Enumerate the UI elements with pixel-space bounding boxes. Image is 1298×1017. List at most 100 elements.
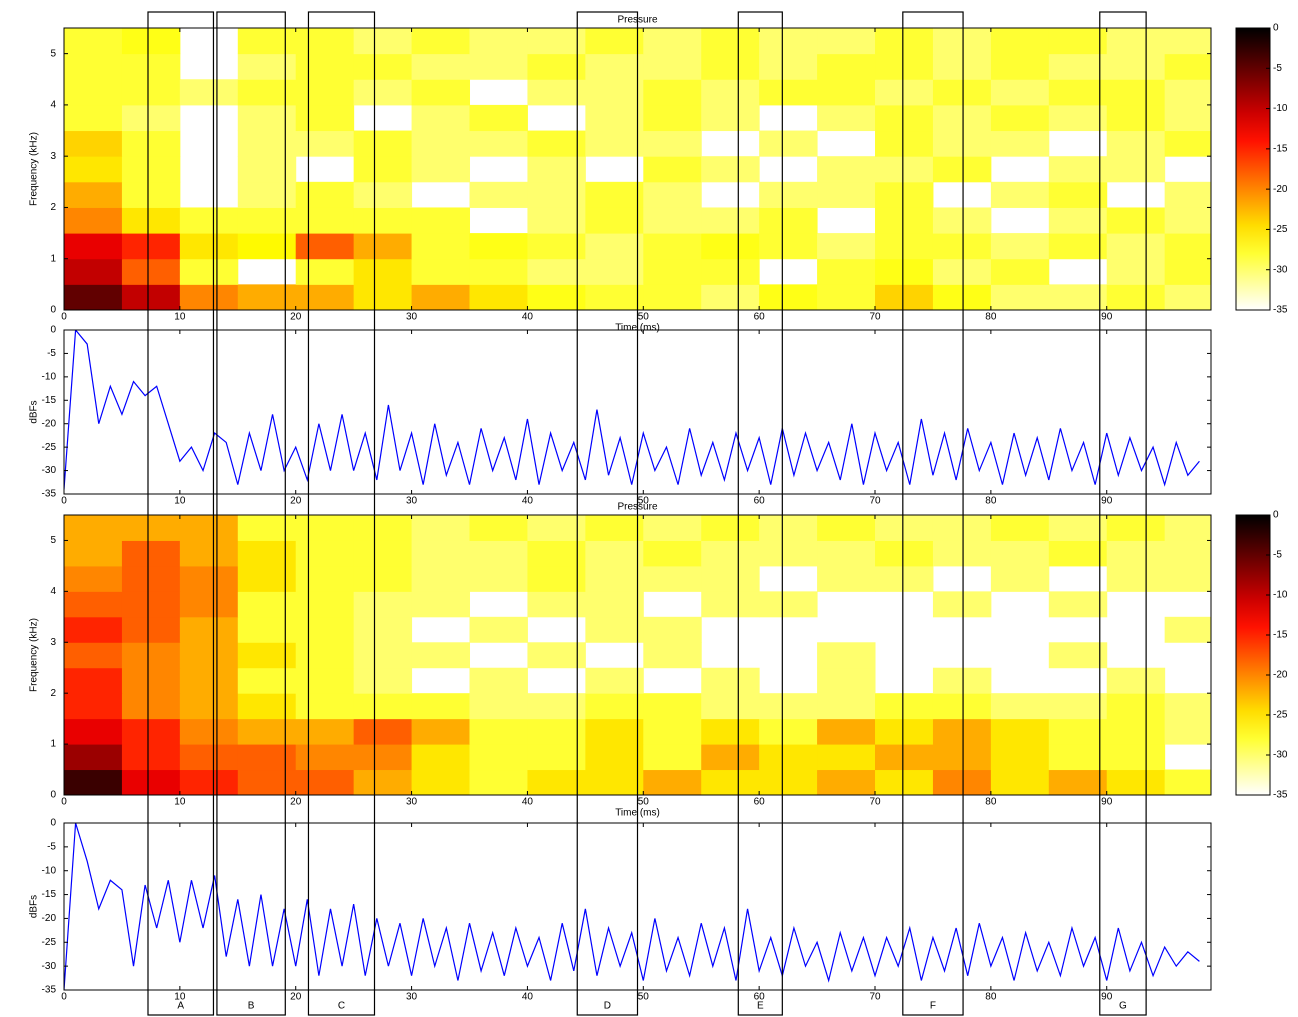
x-tick-label: 80 bbox=[985, 797, 997, 808]
heat-cell bbox=[121, 233, 181, 260]
x-tick-label: 90 bbox=[1101, 496, 1113, 507]
heat-cell bbox=[585, 565, 644, 592]
colorbar-tick-label: 0 bbox=[1273, 23, 1279, 34]
x-tick-label: 50 bbox=[638, 496, 650, 507]
x-tick-label: 90 bbox=[1101, 992, 1113, 1003]
heat-cell bbox=[1164, 28, 1211, 55]
heat-cell bbox=[64, 28, 123, 55]
region-box bbox=[737, 11, 783, 1016]
heat-cell bbox=[585, 744, 644, 771]
y-axis-label: Frequency (kHz) bbox=[29, 618, 40, 692]
heat-cell bbox=[701, 104, 760, 132]
heat-cell bbox=[701, 515, 760, 541]
x-tick-label: 0 bbox=[61, 992, 67, 1003]
heat-cell bbox=[353, 693, 413, 720]
heat-cell bbox=[64, 565, 123, 592]
heat-cell bbox=[875, 28, 934, 55]
heat-cell bbox=[527, 591, 586, 618]
heat-cell bbox=[295, 284, 355, 310]
heat-cell bbox=[527, 744, 586, 771]
heat-cell bbox=[295, 667, 355, 694]
heat-cell bbox=[932, 53, 992, 80]
heat-cell bbox=[585, 104, 644, 132]
heat-cell bbox=[875, 540, 934, 567]
heat-cell bbox=[875, 284, 934, 310]
heat-cell bbox=[295, 718, 355, 745]
heat-cell bbox=[121, 769, 181, 795]
x-tick-label: 30 bbox=[406, 312, 418, 323]
y-tick-label: -5 bbox=[47, 348, 56, 359]
x-tick-label: 80 bbox=[985, 496, 997, 507]
heat-cell bbox=[817, 156, 876, 183]
colorbar-tick-label: -5 bbox=[1273, 63, 1282, 74]
colorbar bbox=[1235, 514, 1271, 796]
heat-cell bbox=[353, 642, 413, 669]
y-tick-label: -20 bbox=[42, 913, 57, 924]
heat-cell bbox=[1048, 591, 1108, 618]
heat-cell bbox=[643, 616, 702, 643]
heat-cell bbox=[875, 104, 934, 132]
heat-cell bbox=[701, 565, 760, 592]
heat-cell bbox=[1106, 693, 1166, 720]
heat-cell bbox=[817, 769, 876, 795]
heat-cell bbox=[64, 53, 123, 80]
heat-cell bbox=[121, 642, 181, 669]
heat-cell bbox=[817, 79, 876, 106]
heat-cell bbox=[1106, 28, 1166, 55]
heat-cell bbox=[64, 667, 123, 694]
heat-cell bbox=[411, 744, 471, 771]
heat-cell bbox=[64, 233, 123, 260]
heat-cell bbox=[411, 156, 471, 183]
heat-cell bbox=[875, 181, 934, 208]
heat-cell bbox=[121, 284, 181, 310]
heat-cell bbox=[585, 79, 644, 106]
heat-cell bbox=[1048, 718, 1108, 745]
heat-cell bbox=[411, 284, 471, 310]
colorbar-tick-label: -10 bbox=[1273, 590, 1288, 601]
heat-cell bbox=[121, 28, 181, 55]
heat-cell bbox=[121, 104, 181, 132]
heat-cell bbox=[411, 718, 471, 745]
heat-cell bbox=[121, 79, 181, 106]
heat-cell bbox=[643, 769, 702, 795]
heat-cell bbox=[759, 233, 818, 260]
heat-cell bbox=[237, 53, 297, 80]
heat-cell bbox=[1048, 156, 1108, 183]
heat-cell bbox=[1164, 79, 1211, 106]
heat-cell bbox=[643, 693, 702, 720]
x-tick-label: 10 bbox=[174, 797, 186, 808]
heat-cell bbox=[237, 28, 297, 55]
heat-cell bbox=[353, 284, 413, 310]
heat-cell bbox=[817, 284, 876, 310]
heat-cell bbox=[1164, 181, 1211, 208]
heat-cell bbox=[1048, 693, 1108, 720]
heat-cell bbox=[1048, 28, 1108, 55]
heat-cell bbox=[1106, 79, 1166, 106]
heat-cell bbox=[179, 591, 239, 618]
heat-cell bbox=[1048, 744, 1108, 771]
heat-cell bbox=[411, 258, 471, 285]
heat-cell bbox=[64, 104, 123, 132]
heat-cell bbox=[121, 744, 181, 771]
heat-cell bbox=[295, 258, 355, 285]
x-tick-label: 40 bbox=[522, 496, 534, 507]
heat-cell bbox=[990, 565, 1050, 592]
heat-cell bbox=[759, 79, 818, 106]
y-axis-label: dBFs bbox=[29, 895, 40, 918]
heat-cell bbox=[585, 53, 644, 80]
heat-cell bbox=[411, 565, 471, 592]
heat-cell bbox=[295, 616, 355, 643]
heat-cell bbox=[1164, 207, 1211, 234]
heat-cell bbox=[353, 207, 413, 234]
heat-cell bbox=[411, 28, 471, 55]
heat-cell bbox=[527, 130, 586, 157]
y-tick-label: -20 bbox=[42, 418, 57, 429]
heat-cell bbox=[295, 642, 355, 669]
heat-cell bbox=[759, 769, 818, 795]
heat-cell bbox=[179, 693, 239, 720]
heat-cell bbox=[932, 667, 992, 694]
heat-cell bbox=[643, 53, 702, 80]
heat-cell bbox=[875, 718, 934, 745]
heat-cell bbox=[875, 53, 934, 80]
heat-cell bbox=[701, 667, 760, 694]
